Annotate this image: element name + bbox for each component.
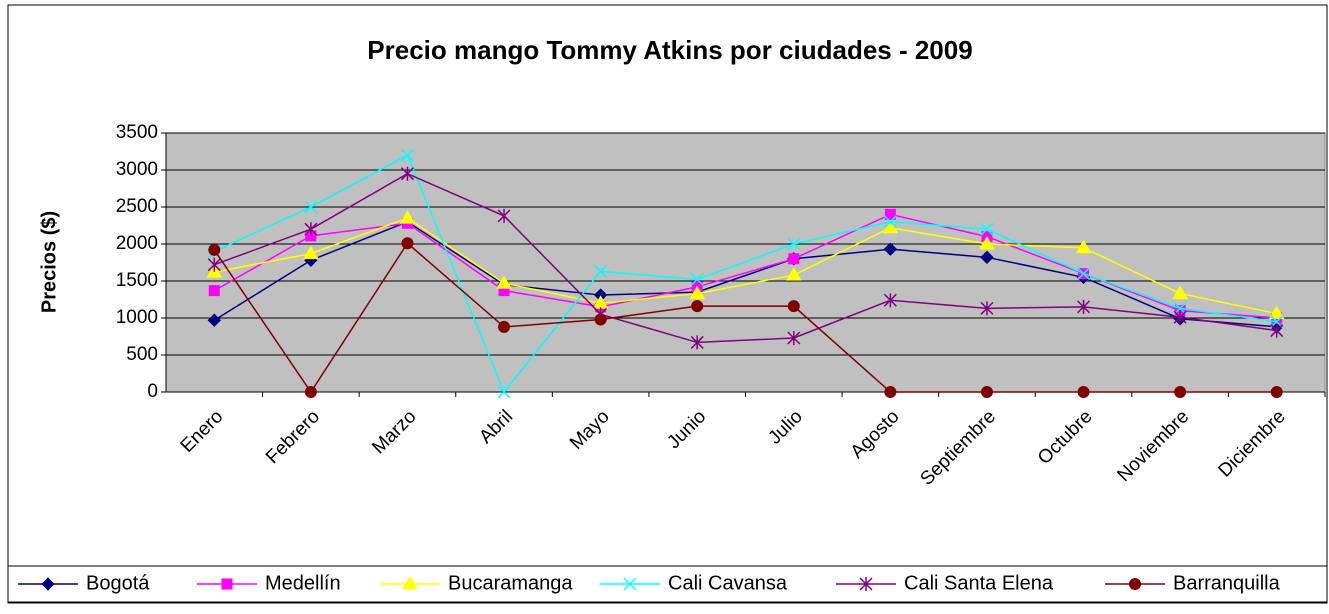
marker	[496, 275, 512, 289]
marker	[1129, 578, 1141, 590]
marker	[594, 313, 607, 326]
marker	[304, 386, 317, 398]
marker	[1270, 386, 1283, 398]
y-tick-label: 3000	[116, 159, 158, 180]
marker	[1173, 310, 1187, 325]
y-tick-label: 2500	[116, 196, 158, 217]
marker	[980, 301, 994, 316]
marker	[1077, 267, 1091, 281]
marker	[208, 243, 221, 256]
y-tick-label: 0	[147, 381, 158, 402]
marker	[1270, 323, 1284, 338]
marker	[882, 219, 899, 234]
marker	[690, 272, 704, 287]
legend-label: Medellín	[265, 572, 341, 594]
marker	[787, 330, 801, 345]
marker	[303, 245, 319, 260]
marker	[785, 267, 802, 281]
chart-title: Precio mango Tommy Atkins por ciudades -…	[367, 35, 972, 65]
marker	[859, 577, 873, 591]
marker	[787, 300, 800, 313]
marker	[1172, 285, 1189, 300]
marker	[304, 200, 318, 214]
y-tick-label: 1500	[116, 270, 158, 291]
marker	[400, 148, 414, 162]
marker	[41, 577, 55, 591]
series-line	[214, 172, 1277, 344]
marker	[689, 285, 706, 300]
marker	[690, 335, 704, 350]
y-tick-label: 500	[126, 344, 158, 365]
legend-label: Barranquilla	[1173, 572, 1281, 594]
marker	[221, 578, 233, 590]
marker	[980, 222, 994, 236]
series-line	[213, 242, 1277, 394]
marker	[787, 237, 801, 251]
series-line	[214, 217, 1277, 315]
legend-label: Bucaramanga	[448, 572, 573, 594]
legend-label: Cali Santa Elena	[904, 572, 1054, 594]
series-line	[213, 154, 1277, 394]
marker	[980, 386, 993, 398]
marker	[497, 385, 511, 399]
y-axis-label: Precios ($)	[38, 211, 60, 313]
marker	[1268, 305, 1285, 320]
marker	[979, 236, 995, 250]
marker	[497, 208, 511, 223]
marker	[883, 242, 898, 256]
marker	[207, 313, 221, 327]
marker	[691, 300, 704, 313]
series-line	[213, 220, 1277, 328]
marker	[883, 215, 897, 229]
marker	[399, 210, 416, 224]
marker	[401, 237, 414, 250]
marker	[884, 208, 896, 220]
marker	[980, 250, 994, 265]
marker	[623, 577, 637, 591]
legend-label: Cali Cavansa	[668, 572, 788, 594]
y-tick-label: 3500	[116, 122, 158, 143]
marker	[884, 386, 897, 398]
marker	[1174, 386, 1187, 398]
marker	[1077, 299, 1091, 314]
marker	[402, 576, 418, 590]
marker	[1077, 386, 1090, 398]
marker	[883, 293, 897, 308]
marker	[788, 253, 800, 265]
marker	[400, 166, 414, 181]
marker	[304, 222, 318, 237]
marker	[1075, 239, 1092, 254]
legend-label: Bogotá	[86, 572, 150, 594]
marker	[208, 285, 220, 297]
y-tick-label: 1000	[116, 307, 158, 328]
marker	[498, 320, 511, 333]
y-tick-label: 2000	[116, 233, 158, 254]
marker	[594, 264, 608, 278]
marker	[207, 257, 221, 272]
